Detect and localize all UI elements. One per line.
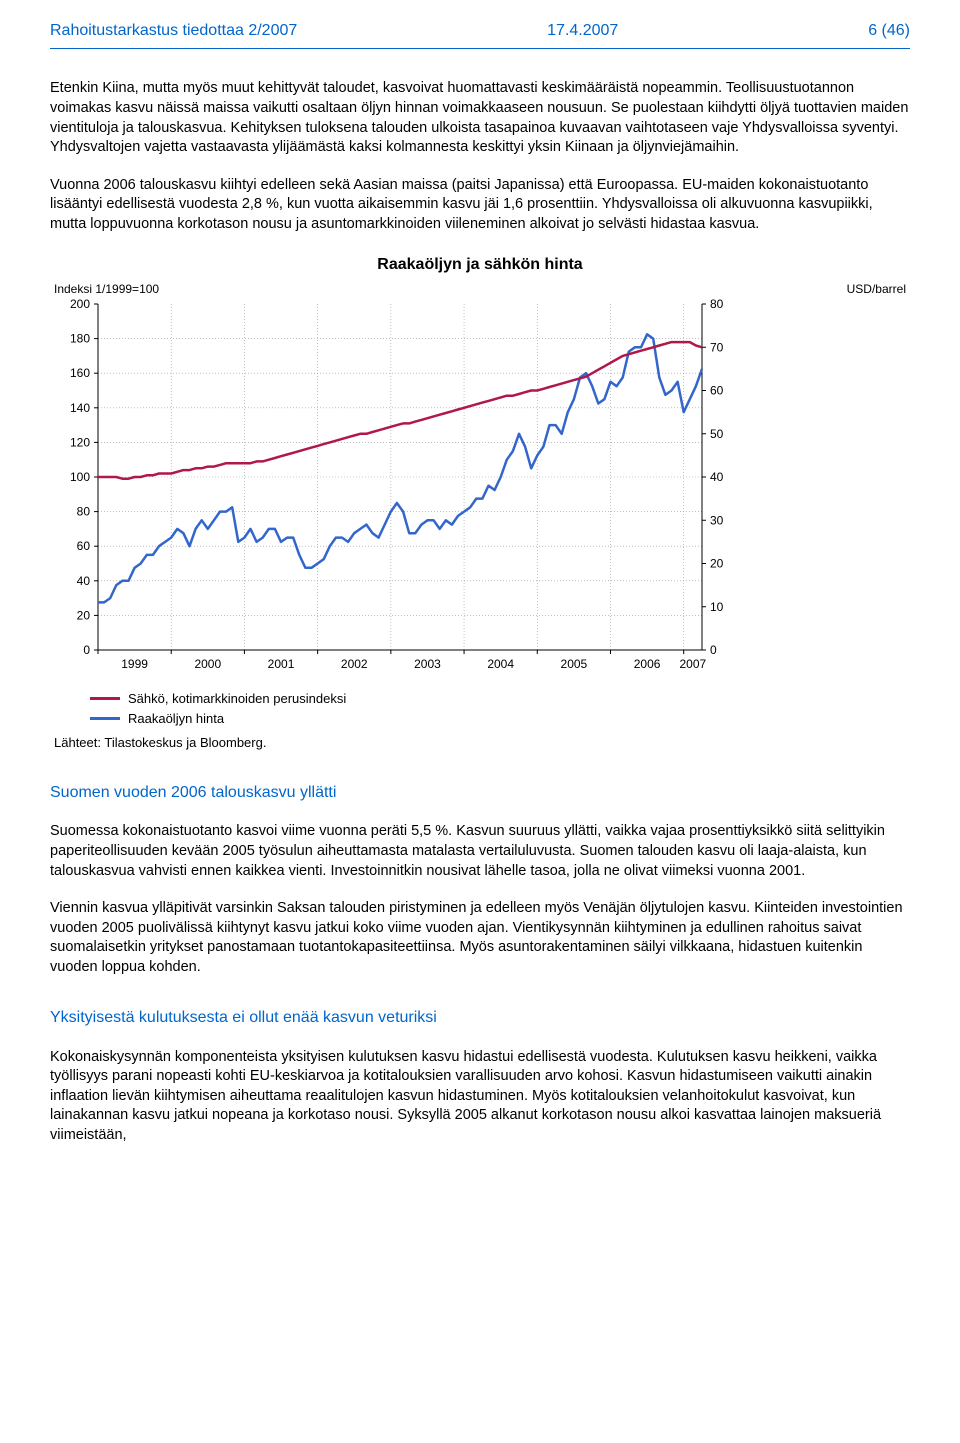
svg-text:10: 10 <box>710 599 724 613</box>
svg-text:40: 40 <box>710 470 724 484</box>
chart-source: Lähteet: Tilastokeskus ja Bloomberg. <box>54 734 910 752</box>
svg-text:180: 180 <box>70 331 90 345</box>
svg-text:2002: 2002 <box>341 657 368 671</box>
svg-text:50: 50 <box>710 426 724 440</box>
svg-text:2006: 2006 <box>634 657 661 671</box>
svg-text:2001: 2001 <box>268 657 295 671</box>
heading-suomen-talouskasvu: Suomen vuoden 2006 talouskasvu yllätti <box>50 782 910 804</box>
paragraph-3: Suomessa kokonaistuotanto kasvoi viime v… <box>50 822 910 881</box>
svg-text:80: 80 <box>77 504 91 518</box>
svg-text:2004: 2004 <box>487 657 514 671</box>
header-title: Rahoitustarkastus tiedottaa 2/2007 <box>50 20 297 42</box>
paragraph-1: Etenkin Kiina, mutta myös muut kehittyvä… <box>50 79 910 157</box>
svg-text:0: 0 <box>710 643 717 657</box>
svg-text:2000: 2000 <box>194 657 221 671</box>
svg-text:20: 20 <box>77 608 91 622</box>
paragraph-5: Kokonaiskysynnän komponenteista yksityis… <box>50 1048 910 1146</box>
chart-right-axis-label: USD/barrel <box>847 281 906 298</box>
svg-text:140: 140 <box>70 400 90 414</box>
svg-text:2007: 2007 <box>679 657 706 671</box>
legend-swatch-oil <box>90 717 120 720</box>
legend-item-oil: Raakaöljyn hinta <box>90 710 910 728</box>
svg-text:40: 40 <box>77 573 91 587</box>
svg-text:1999: 1999 <box>121 657 148 671</box>
svg-text:60: 60 <box>710 383 724 397</box>
svg-text:100: 100 <box>70 470 90 484</box>
svg-text:2005: 2005 <box>561 657 588 671</box>
svg-text:200: 200 <box>70 298 90 311</box>
svg-text:20: 20 <box>710 556 724 570</box>
legend-label-sahko: Sähkö, kotimarkkinoiden perusindeksi <box>128 690 346 708</box>
heading-yksityinen-kulutus: Yksityisestä kulutuksesta ei ollut enää … <box>50 1007 910 1029</box>
page-header: Rahoitustarkastus tiedottaa 2/2007 17.4.… <box>50 20 910 49</box>
svg-text:0: 0 <box>83 643 90 657</box>
chart-title: Raakaöljyn ja sähkön hinta <box>50 254 910 276</box>
legend-label-oil: Raakaöljyn hinta <box>128 710 224 728</box>
chart-left-axis-label: Indeksi 1/1999=100 <box>54 281 159 298</box>
header-page: 6 (46) <box>868 20 910 42</box>
svg-text:2003: 2003 <box>414 657 441 671</box>
header-date: 17.4.2007 <box>547 20 618 42</box>
oil-electricity-chart: Raakaöljyn ja sähkön hinta Indeksi 1/199… <box>50 254 910 752</box>
chart-svg: 0204060801001201401601802000102030405060… <box>50 298 750 678</box>
svg-text:70: 70 <box>710 340 724 354</box>
svg-text:160: 160 <box>70 366 90 380</box>
paragraph-2: Vuonna 2006 talouskasvu kiihtyi edelleen… <box>50 176 910 235</box>
svg-text:30: 30 <box>710 513 724 527</box>
svg-text:60: 60 <box>77 539 91 553</box>
paragraph-4: Viennin kasvua ylläpitivät varsinkin Sak… <box>50 899 910 977</box>
chart-legend: Sähkö, kotimarkkinoiden perusindeksi Raa… <box>90 690 910 728</box>
svg-text:120: 120 <box>70 435 90 449</box>
svg-text:80: 80 <box>710 298 724 311</box>
legend-item-sahko: Sähkö, kotimarkkinoiden perusindeksi <box>90 690 910 708</box>
legend-swatch-sahko <box>90 697 120 700</box>
